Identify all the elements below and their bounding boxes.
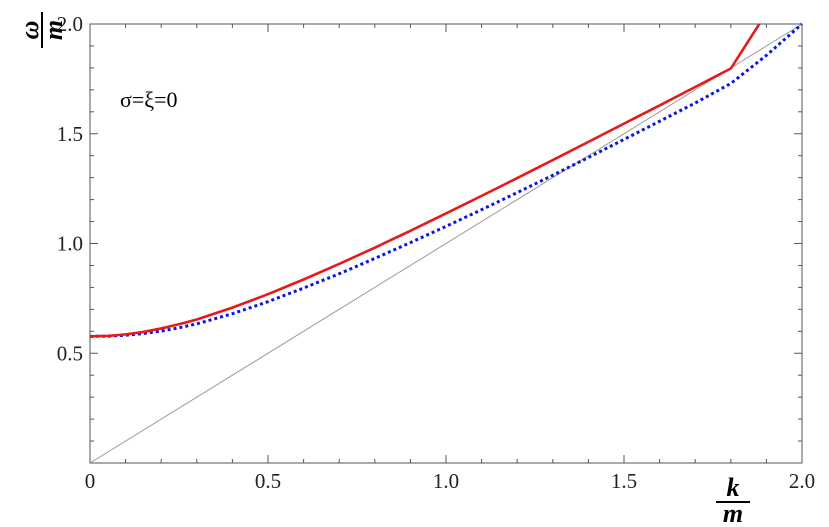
y-axis-label-numerator: ω (15, 21, 44, 40)
y-axis-label-denominator: m (39, 20, 68, 40)
x-tick-label: 0.5 (255, 469, 281, 493)
series-line-solid (89, 23, 761, 338)
y-tick-label: 0.5 (57, 341, 83, 365)
series-line-diagonal (89, 23, 803, 464)
y-axis-label: ω m (15, 12, 68, 48)
x-tick-label: 2.0 (789, 469, 815, 493)
x-axis-label-denominator: m (723, 499, 743, 527)
x-axis-label: k m (716, 473, 750, 527)
series-group (89, 22, 803, 464)
x-tick-label: 1.5 (611, 469, 637, 493)
y-tick-label: 1.5 (57, 122, 83, 146)
annotation-text: σ=ξ=0 (120, 87, 177, 112)
x-axis-label-numerator: k (727, 473, 740, 502)
x-tick-label: 0 (85, 469, 96, 493)
y-tick-label: 1.0 (57, 232, 83, 256)
series-line-dotted (89, 22, 803, 338)
ticks: 0 0.5 1.0 1.5 2.0 0.5 1.0 1.5 2.0 (57, 12, 815, 493)
y-tick-label: 2.0 (57, 12, 83, 36)
x-tick-label: 1.0 (433, 469, 459, 493)
